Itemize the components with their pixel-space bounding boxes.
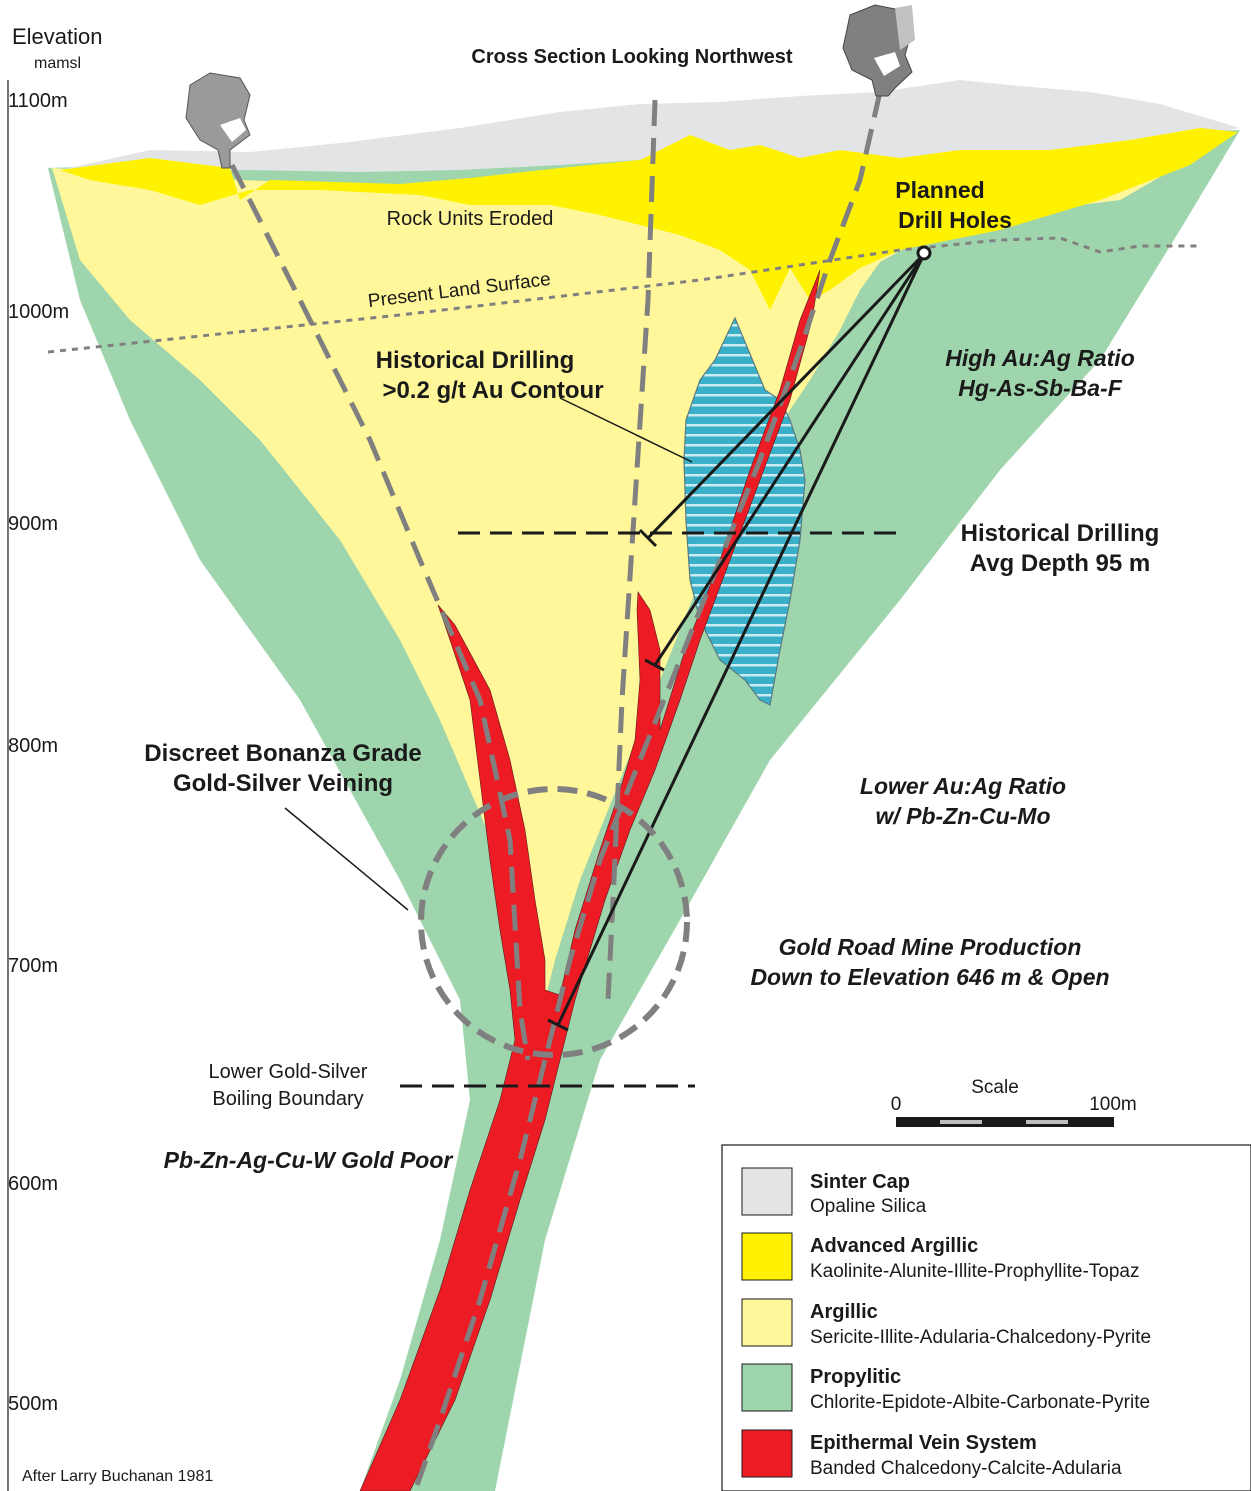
bonanza-leader (284, 807, 409, 911)
contour-leader (559, 397, 693, 463)
bonanza-zone-circle (418, 786, 690, 1058)
legend-title: Epithermal Vein System (810, 1432, 1037, 1454)
tick-1000: 1000m (8, 301, 69, 323)
planned-drill-collar (916, 245, 932, 261)
gold-road-label: Gold Road Mine Production (779, 934, 1082, 960)
historical-depth-label: Historical Drilling (961, 520, 1160, 547)
scale-max: 100m (1089, 1094, 1137, 1115)
planned-drill-holes (547, 252, 926, 1032)
vein-main (359, 269, 821, 1491)
legend: Sinter Cap Opaline Silica Advanced Argil… (721, 1144, 1251, 1491)
axis-unit: mamsl (34, 55, 81, 72)
legend-desc: Opaline Silica (810, 1196, 927, 1217)
tick-500: 500m (8, 1393, 58, 1415)
rock-units-eroded-label: Rock Units Eroded (387, 208, 554, 230)
gold-poor-label: Pb-Zn-Ag-Cu-W Gold Poor (164, 1147, 454, 1173)
boiling-boundary-label: Boiling Boundary (212, 1088, 363, 1110)
legend-swatch-argillic (741, 1298, 793, 1347)
legend-title: Propylitic (810, 1366, 901, 1388)
legend-swatch-sinter (741, 1167, 793, 1216)
drill-trace-center (605, 99, 658, 1001)
drill-rig-icon (842, 4, 915, 97)
high-ratio-label: High Au:Ag Ratio (945, 345, 1135, 371)
planned-drill-holes-label: Drill Holes (898, 207, 1012, 233)
planned-drill-holes-label: Planned (895, 177, 984, 203)
scale-title: Scale (971, 1077, 1019, 1098)
lower-ratio-label: w/ Pb-Zn-Cu-Mo (875, 803, 1050, 829)
drill-trace-left (229, 163, 531, 1061)
legend-swatch-vein (741, 1429, 793, 1478)
bonanza-label: Discreet Bonanza Grade (144, 740, 421, 767)
drill-rig-icon (185, 72, 251, 169)
tick-700: 700m (8, 955, 58, 977)
tick-600: 600m (8, 1173, 58, 1195)
tick-800: 800m (8, 735, 58, 757)
legend-swatch-propylitic (741, 1363, 793, 1412)
legend-desc: Banded Chalcedony-Calcite-Adularia (810, 1458, 1122, 1479)
legend-title: Advanced Argillic (810, 1235, 978, 1257)
diagram-title: Cross Section Looking Northwest (471, 46, 792, 68)
scale-min: 0 (891, 1094, 902, 1115)
legend-swatch-advanced-argillic (741, 1232, 793, 1281)
argillic-zone (52, 132, 1238, 1000)
historical-drilling-label: Historical Drilling (376, 347, 575, 374)
legend-title: Sinter Cap (810, 1171, 910, 1193)
gold-road-label: Down to Elevation 646 m & Open (750, 964, 1109, 990)
historical-drilling-label: >0.2 g/t Au Contour (382, 377, 603, 404)
legend-desc: Chlorite-Epidote-Albite-Carbonate-Pyrite (810, 1392, 1150, 1413)
tick-900: 900m (8, 513, 58, 535)
scale-bar: Scale 0 100m (891, 1077, 1137, 1127)
high-ratio-label: Hg-As-Sb-Ba-F (958, 375, 1122, 401)
historical-depth-label: Avg Depth 95 m (970, 550, 1150, 577)
legend-desc: Kaolinite-Alunite-Illite-Prophyllite-Top… (810, 1261, 1140, 1282)
credit-label: After Larry Buchanan 1981 (22, 1468, 213, 1485)
axis-label: Elevation (12, 24, 103, 49)
drill-trace-right (412, 91, 883, 1491)
tick-1100: 1100m (8, 90, 68, 112)
legend-title: Argillic (810, 1301, 878, 1323)
lower-ratio-label: Lower Au:Ag Ratio (860, 773, 1066, 799)
bonanza-label: Gold-Silver Veining (173, 770, 393, 797)
boiling-boundary-label: Lower Gold-Silver (209, 1061, 368, 1083)
legend-desc: Sericite-Illite-Adularia-Chalcedony-Pyri… (810, 1327, 1151, 1348)
